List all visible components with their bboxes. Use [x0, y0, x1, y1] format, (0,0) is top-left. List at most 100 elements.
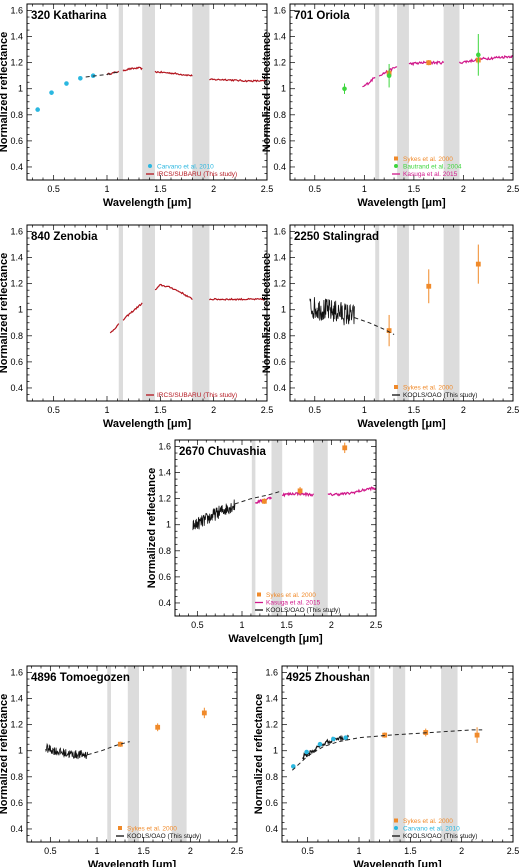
absorption-band-3 — [443, 4, 460, 180]
absorption-band-3 — [192, 225, 210, 401]
y-tick-label: 0.6 — [265, 798, 278, 808]
absorption-band-1 — [118, 225, 123, 401]
x-tick-label: 0.5 — [44, 846, 57, 856]
panel-2250-stalingrad: 0.5 1 1.5 2 2.5 0.4 0.6 0.8 1 1.2 1.4 1.6 2250 Stali… — [261, 224, 519, 430]
point-carvano-et-al-2010 — [35, 107, 40, 112]
plot-area — [45, 707, 207, 760]
y-tick-label: 1.6 — [10, 6, 23, 16]
legend-label-kools-oao-this-study: KOOLS/OAO (This study) — [403, 833, 477, 840]
y-tick-label: 1 — [18, 746, 23, 756]
x-tick-label: 2 — [461, 184, 466, 194]
x-tick-label: 0.5 — [47, 405, 60, 415]
point-carvano-et-al-2010 — [331, 736, 336, 742]
x-axis-label: Wavelength [μm] — [357, 418, 446, 430]
plot-area — [309, 244, 481, 347]
y-tick-label: 0.8 — [265, 772, 278, 782]
plot-frame — [26, 3, 268, 181]
point-sykes-et-al-2000 — [426, 60, 432, 66]
legend-label-kools-oao-this-study: KOOLS/OAO (This study) — [403, 392, 477, 399]
point-carvano-et-al-2010 — [78, 76, 83, 81]
y-tick-label: 0.6 — [10, 357, 23, 367]
panel-title: 4925 Zhoushan — [286, 672, 370, 684]
x-tick-label: 2 — [459, 846, 464, 856]
legend-label-ircs-subaru-this-study: IRCS/SUBARU (This study) — [157, 171, 237, 178]
spectrum-ircs-subaru-this-study-segment-3 — [154, 283, 193, 301]
absorption-band-1 — [107, 666, 111, 842]
panel-title: 2250 Stalingrad — [294, 231, 379, 243]
plot-area — [342, 33, 514, 94]
x-axis-label: Wavelength [μm] — [353, 859, 442, 867]
y-tick-label: 0.8 — [10, 772, 23, 782]
x-tick-label: 1 — [356, 846, 361, 856]
absorption-band-1 — [118, 4, 123, 180]
plot-area — [192, 442, 377, 531]
point-sykes-et-al-2000 — [155, 724, 161, 730]
y-tick-label: 0.8 — [273, 331, 286, 341]
y-tick-label: 0.6 — [10, 136, 23, 146]
point-sykes-et-al-2000 — [297, 488, 303, 494]
point-bautrand-et-al-2004 — [342, 86, 347, 92]
panel-title: 701 Oriola — [294, 10, 350, 22]
plot-area — [109, 283, 268, 334]
point-carvano-et-al-2010 — [343, 735, 348, 741]
point-sykes-et-al-2000 — [117, 741, 123, 747]
x-tick-label: 2 — [211, 184, 216, 194]
x-axis-label: Wavelength [μm] — [88, 859, 177, 867]
y-axis-label: Normalized reflectance — [0, 694, 10, 814]
y-tick-label: 1.4 — [273, 32, 286, 42]
x-tick-label: 2.5 — [261, 405, 274, 415]
y-tick-label: 1.2 — [273, 58, 286, 68]
y-tick-label: 0.4 — [273, 383, 286, 393]
y-tick-label: 1 — [281, 305, 286, 315]
y-tick-label: 0.4 — [265, 824, 278, 834]
x-axis-label: Wavelength [μm] — [103, 418, 192, 430]
panel-title: 4896 Tomoegozen — [31, 672, 130, 684]
panel-701-oriola: 0.5 1 1.5 2 2.5 0.4 0.6 0.8 1 1.2 1.4 1.6 701 Oriola… — [261, 3, 520, 209]
y-tick-label: 1.6 — [10, 227, 23, 237]
plot-frame — [289, 224, 514, 402]
x-tick-label: 2.5 — [507, 184, 520, 194]
legend-label-ircs-subaru-this-study: IRCS/SUBARU (This study) — [157, 392, 237, 399]
y-axis-label: Normalized reflectance — [261, 253, 273, 373]
spectrum-kools-oao-this-study-segment-1 — [192, 499, 236, 531]
y-tick-label: 0.8 — [158, 546, 171, 556]
absorption-band-2 — [271, 440, 283, 616]
x-tick-label: 1.5 — [280, 620, 293, 630]
absorption-band-2 — [392, 666, 406, 842]
spectrum-ircs-subaru-this-study-segment-4 — [209, 78, 268, 83]
legend-label-carvano-et-al-2010: Carvano et al. 2010 — [157, 164, 214, 171]
plot-frame — [26, 665, 238, 843]
spectrum-ircs-subaru-this-study-segment-2 — [122, 66, 143, 72]
absorption-band-2 — [142, 225, 155, 401]
y-tick-label: 1.4 — [10, 694, 23, 704]
legend-label-sykes-et-al-2000: Sykes et al. 2000 — [403, 385, 453, 392]
spectrum-kasuga-et-al-2015-segment-2 — [281, 491, 314, 498]
legend-label-kasuga-et-al-2015: Kasuga et al. 2015 — [403, 171, 458, 178]
x-tick-label: 2.5 — [507, 846, 520, 856]
y-axis-label: Normalized reflectance — [261, 32, 273, 152]
panel-2670-chuvashia: 0.5 1 1.5 2 2.5 0.4 0.6 0.8 1 1.2 1.4 1.6 2670 Chuva… — [146, 439, 382, 645]
fit-curve-dashed — [85, 71, 119, 78]
point-sykes-et-al-2000 — [426, 283, 432, 289]
spectrum-kasuga-et-al-2015-segment-3 — [408, 60, 445, 67]
y-tick-label: 1.6 — [273, 227, 286, 237]
spectrum-kasuga-et-al-2015-segment-4 — [459, 54, 514, 65]
absorption-band-1 — [370, 666, 375, 842]
y-tick-label: 1.2 — [158, 494, 171, 504]
point-carvano-et-al-2010 — [290, 764, 296, 769]
x-tick-label: 1.5 — [154, 405, 167, 415]
x-tick-label: 1 — [362, 184, 367, 194]
x-tick-label: 1.5 — [137, 846, 150, 856]
x-axis-label: Wavelcength [μm] — [228, 633, 323, 645]
spectrum-kools-oao-this-study-segment-1 — [309, 297, 355, 326]
legend-label-kools-oao-this-study: KOOLS/OAO (This study) — [266, 607, 340, 614]
y-tick-label: 0.6 — [273, 136, 286, 146]
plot-frame — [281, 665, 514, 843]
y-tick-label: 1.4 — [273, 253, 286, 263]
y-axis-label: Normalized reflectance — [0, 253, 10, 373]
y-tick-label: 0.8 — [273, 110, 286, 120]
legend-label-kasuga-et-al-2015: Kasuga et al. 2015 — [266, 600, 321, 607]
